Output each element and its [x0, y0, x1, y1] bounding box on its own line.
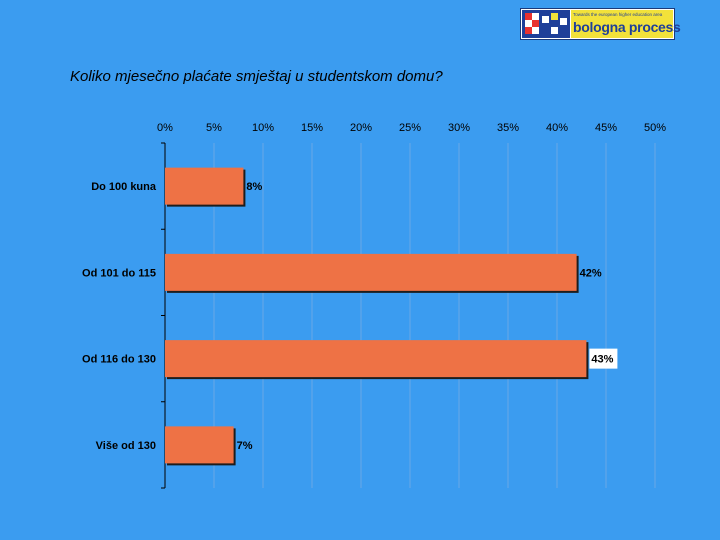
- x-tick-label-9: 45%: [595, 122, 617, 134]
- x-tick-label-8: 40%: [546, 122, 568, 134]
- logo-tagline: Towards the european higher education ar…: [573, 12, 663, 17]
- logo-wordmark: bologna process: [573, 19, 681, 35]
- data-label-box-2: [589, 348, 618, 369]
- category-label-0: Do 100 kuna: [91, 181, 157, 193]
- x-tick-label-0: 0%: [157, 122, 173, 134]
- x-tick-label-1: 5%: [206, 122, 222, 134]
- chart-title: Koliko mjesečno plaćate smještaj u stude…: [70, 68, 443, 85]
- bar-3: [165, 426, 234, 464]
- bar-1: [165, 253, 577, 291]
- bar-0: [165, 167, 244, 205]
- x-tick-label-7: 35%: [497, 122, 519, 134]
- data-label-0: 8%: [246, 181, 262, 193]
- checkerboard-logo-icon: [522, 10, 570, 38]
- data-label-2: 43%: [591, 354, 613, 366]
- category-label-2: Od 116 do 130: [82, 354, 156, 366]
- x-tick-label-3: 15%: [301, 122, 323, 134]
- bologna-process-logo: Towards the european higher education ar…: [520, 8, 681, 40]
- x-tick-label-4: 20%: [350, 122, 372, 134]
- x-tick-label-5: 25%: [399, 122, 421, 134]
- category-label-3: Više od 130: [96, 440, 156, 452]
- logo-text-panel: Towards the european higher education ar…: [571, 10, 681, 38]
- x-tick-label-10: 50%: [644, 122, 666, 134]
- data-label-3: 7%: [237, 440, 253, 452]
- x-tick-label-2: 10%: [252, 122, 274, 134]
- category-label-1: Od 101 do 115: [82, 267, 156, 279]
- x-tick-label-6: 30%: [448, 122, 470, 134]
- bar-2: [165, 340, 587, 378]
- data-label-1: 42%: [580, 267, 602, 279]
